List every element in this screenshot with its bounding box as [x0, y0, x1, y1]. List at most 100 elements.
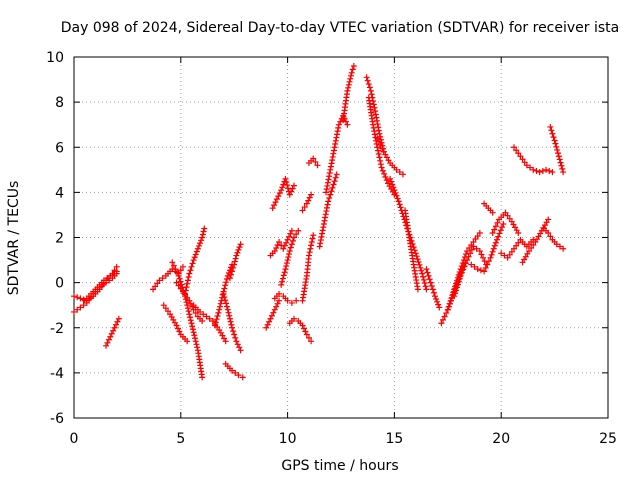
data-point	[519, 156, 526, 163]
data-point	[206, 315, 213, 322]
data-point	[487, 254, 494, 261]
data-point	[174, 269, 181, 276]
data-point	[497, 227, 504, 234]
data-point	[331, 144, 338, 151]
data-point	[286, 191, 293, 198]
data-point	[375, 151, 382, 158]
data-point	[485, 258, 492, 265]
data-point	[391, 187, 398, 194]
data-point	[511, 144, 518, 151]
data-point	[285, 254, 292, 261]
data-point	[530, 166, 537, 173]
data-point	[441, 313, 448, 320]
data-point	[234, 341, 241, 348]
data-point	[287, 230, 294, 237]
data-point	[326, 195, 333, 202]
data-point	[349, 66, 356, 73]
data-point	[491, 242, 498, 249]
data-point	[324, 179, 331, 186]
data-point	[431, 293, 438, 300]
data-point	[399, 171, 406, 178]
data-point	[371, 104, 378, 111]
data-point	[300, 325, 307, 332]
data-point	[289, 237, 296, 244]
data-point	[555, 150, 562, 157]
data-point	[234, 249, 241, 256]
data-point	[237, 347, 244, 354]
data-point	[560, 169, 567, 176]
data-point	[209, 317, 216, 324]
data-point	[114, 318, 121, 325]
data-marks	[71, 63, 567, 381]
data-point	[113, 321, 120, 328]
data-point	[327, 191, 334, 198]
data-point	[332, 137, 339, 144]
data-point	[154, 280, 161, 287]
data-point	[107, 333, 114, 340]
data-point	[184, 302, 191, 309]
data-point	[190, 329, 197, 336]
data-point	[278, 281, 285, 288]
data-point	[271, 306, 278, 313]
data-point	[111, 324, 118, 331]
data-point	[501, 252, 508, 259]
data-point	[474, 266, 481, 273]
data-point	[104, 275, 111, 282]
data-point	[527, 164, 534, 171]
data-point	[276, 290, 283, 297]
data-point	[319, 227, 326, 234]
data-point	[458, 269, 465, 276]
data-point	[462, 251, 469, 258]
data-point	[279, 275, 286, 282]
data-point	[547, 123, 554, 130]
data-point	[200, 228, 207, 235]
data-point	[107, 272, 114, 279]
data-point	[363, 74, 370, 81]
data-point	[291, 315, 298, 322]
data-point	[498, 250, 505, 257]
data-point	[268, 312, 275, 319]
data-point	[476, 248, 483, 255]
data-point	[552, 140, 559, 147]
data-point	[377, 157, 384, 164]
data-point	[491, 226, 498, 233]
data-point	[320, 220, 327, 227]
data-point	[183, 284, 190, 291]
data-point	[465, 253, 472, 260]
data-point	[374, 121, 381, 128]
data-point	[433, 295, 440, 302]
data-point	[193, 248, 200, 255]
data-point	[217, 300, 224, 307]
x-tick-label: 5	[176, 431, 185, 447]
y-tick-label: 2	[55, 231, 64, 247]
data-point	[288, 241, 295, 248]
data-point	[197, 240, 204, 247]
data-point	[222, 282, 229, 289]
data-point	[152, 283, 159, 290]
data-point	[199, 317, 206, 324]
data-point	[184, 294, 191, 301]
data-point	[474, 232, 481, 239]
data-point	[308, 338, 315, 345]
data-point	[224, 306, 231, 313]
data-point	[346, 78, 353, 85]
x-tick-label: 15	[385, 431, 403, 447]
data-point	[299, 322, 306, 329]
data-point	[309, 235, 316, 242]
data-point	[489, 229, 496, 236]
data-point	[331, 178, 338, 185]
data-point	[278, 187, 285, 194]
data-point	[545, 229, 552, 236]
data-point	[185, 273, 192, 280]
data-point	[350, 63, 357, 70]
data-point	[100, 277, 107, 284]
data-point	[345, 84, 352, 91]
data-point	[443, 310, 450, 317]
data-point	[281, 269, 288, 276]
data-point	[108, 330, 115, 337]
data-point	[460, 266, 467, 273]
data-point	[517, 153, 524, 160]
data-point	[288, 299, 295, 306]
data-point	[186, 311, 193, 318]
data-point	[223, 279, 230, 286]
